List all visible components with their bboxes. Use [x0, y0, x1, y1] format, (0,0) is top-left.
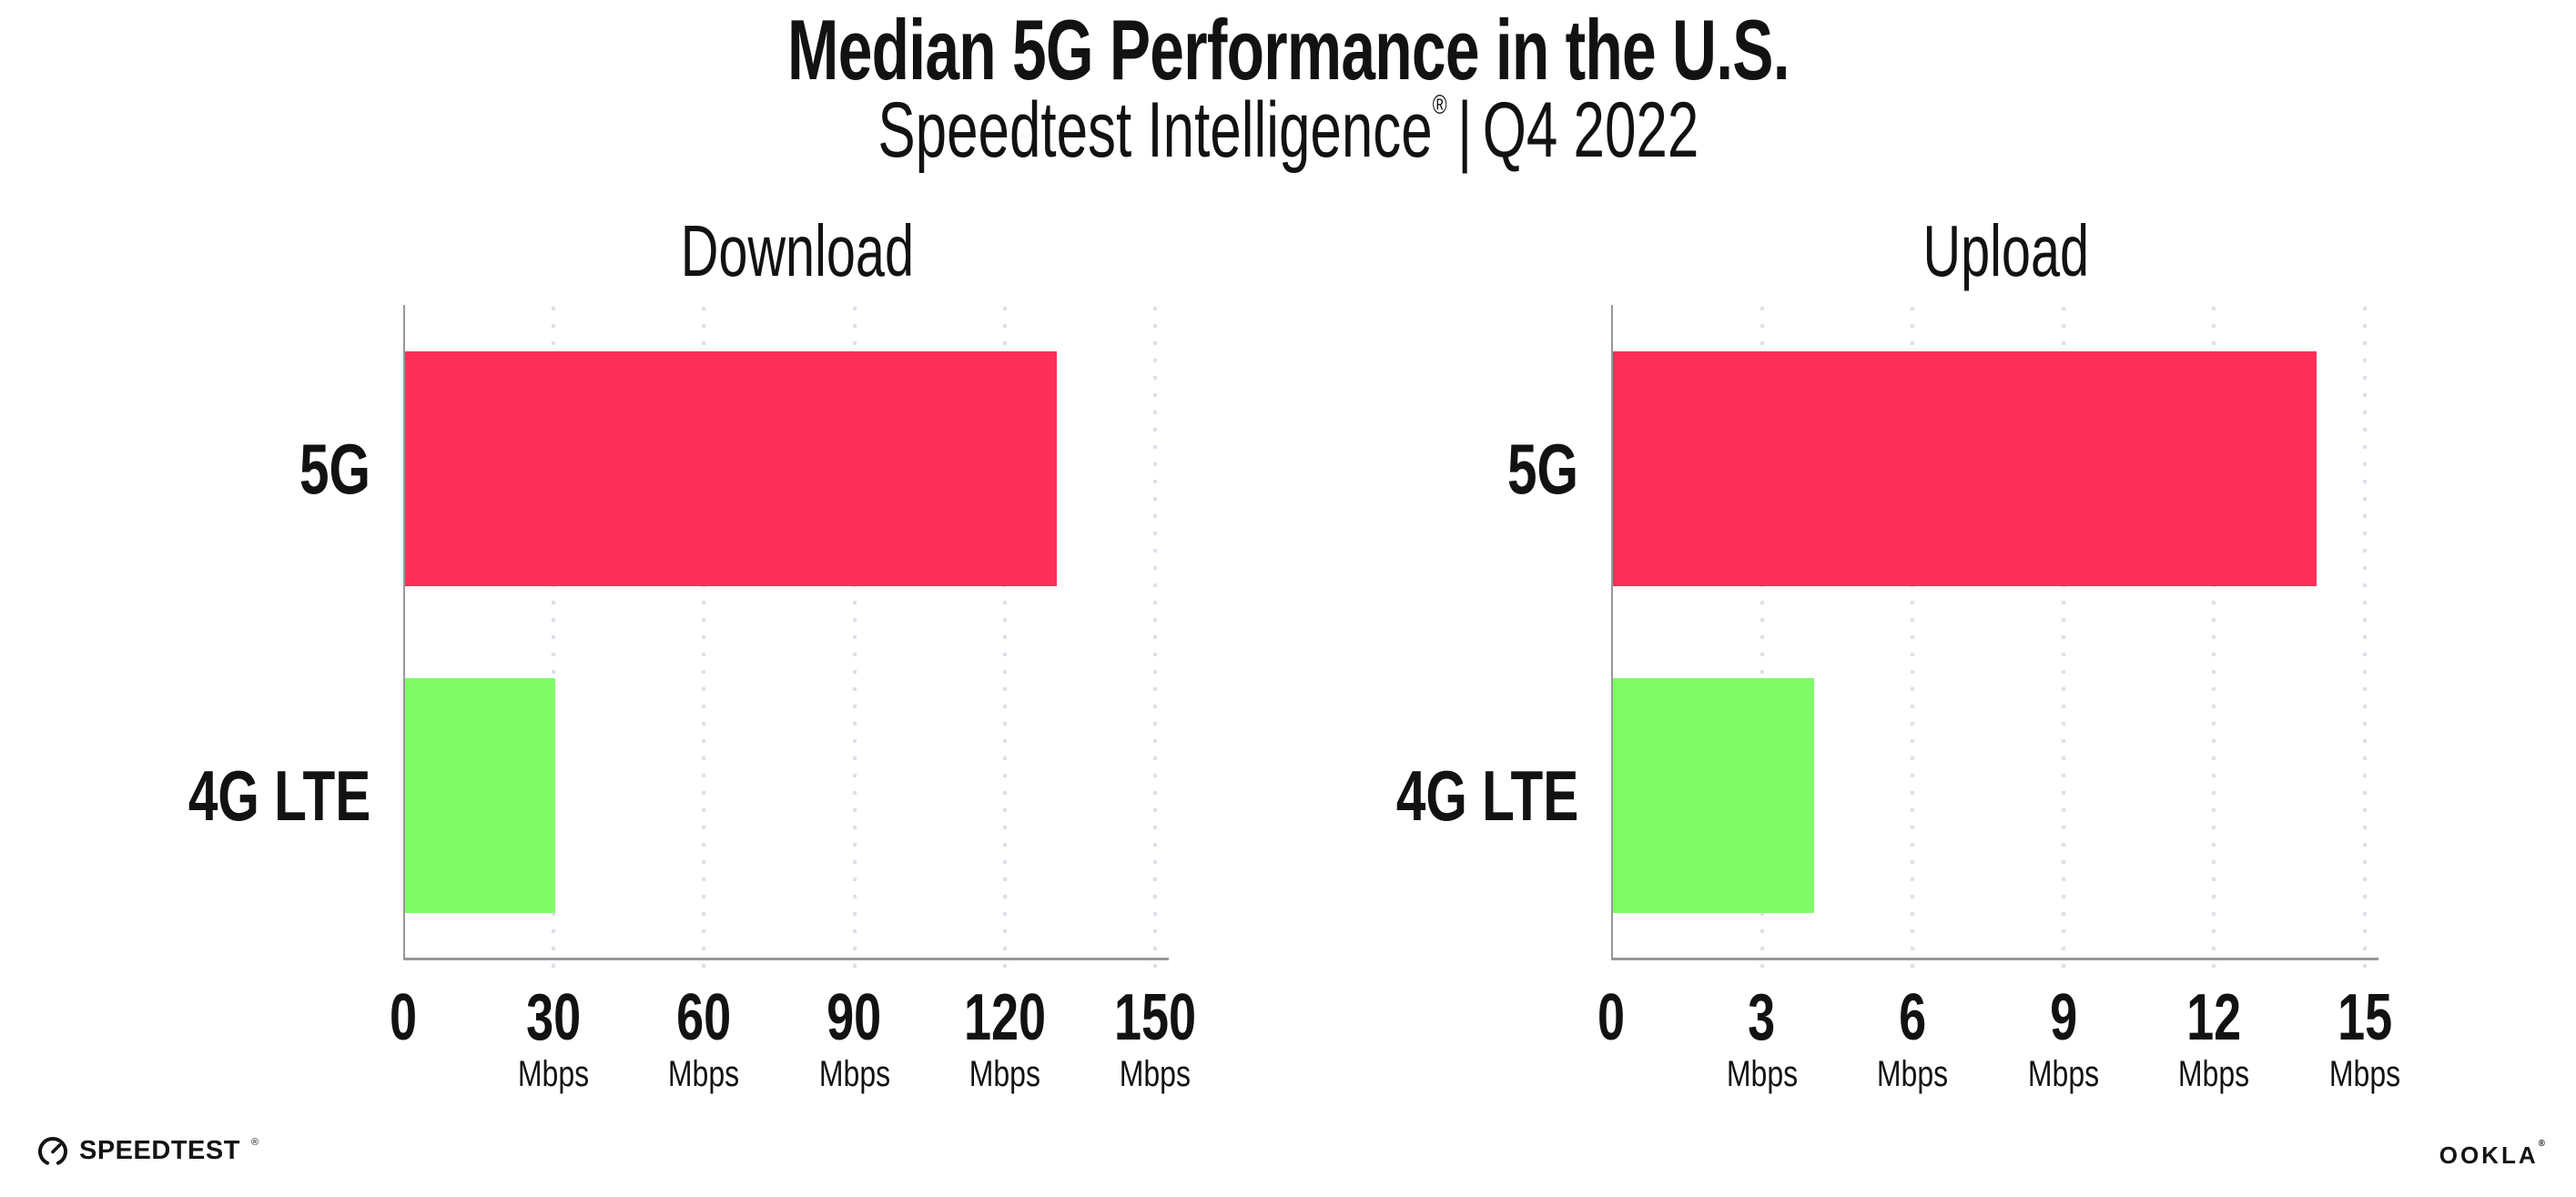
upload-category-label-4g-lte: 4G LTE	[1395, 755, 1578, 836]
upload-x-axis-line	[1611, 958, 2378, 960]
download-category-label: 5G	[0, 419, 370, 519]
download-x-axis-line	[403, 958, 1169, 960]
upload-tick-unit: Mbps	[1877, 1054, 1949, 1094]
subtitle-period: Q4 2022	[1482, 86, 1699, 174]
download-tick-30: 30 Mbps	[509, 984, 598, 1095]
download-tick-unit: Mbps	[969, 1054, 1040, 1094]
upload-gridline-9	[2061, 307, 2065, 969]
ookla-logo: OOKLA®	[2439, 1139, 2545, 1170]
upload-category-label-5g: 5G	[1506, 428, 1578, 509]
download-gridline-150	[1153, 307, 1157, 969]
download-tick-unit: Mbps	[668, 1054, 740, 1094]
upload-tick-unit: Mbps	[2027, 1054, 2099, 1094]
upload-tick-6: 6 Mbps	[1868, 984, 1957, 1095]
download-bar-4g-lte	[405, 677, 555, 913]
upload-gridline-12	[2212, 307, 2216, 969]
upload-tick-unit: Mbps	[2328, 1054, 2401, 1094]
upload-tick-3: 3 Mbps	[1718, 984, 1807, 1095]
download-category-label-4g-lte: 4G LTE	[188, 755, 370, 836]
upload-category-label: 5G	[1196, 419, 1578, 519]
upload-y-axis-line	[1611, 305, 1613, 959]
upload-tick-value: 0	[1597, 981, 1626, 1054]
upload-tick-0: 0	[1593, 984, 1629, 1051]
download-tick-unit: Mbps	[818, 1054, 890, 1094]
download-tick-90: 90 Mbps	[810, 984, 899, 1095]
page-title-text: Median 5G Performance in the U.S.	[786, 2, 1790, 97]
download-gridline-30	[552, 307, 556, 969]
upload-tick-value: 3	[1748, 981, 1776, 1054]
download-tick-60: 60 Mbps	[659, 984, 748, 1095]
speedtest-logo: SPEEDTEST ®	[36, 1134, 259, 1167]
page-subtitle: Speedtest Intelligence® | Q4 2022	[0, 89, 2576, 171]
upload-gridline-6	[1911, 307, 1915, 969]
download-bar-5g	[405, 350, 1057, 586]
speedtest-logo-text: SPEEDTEST	[79, 1135, 240, 1165]
download-tick-value: 0	[389, 981, 418, 1054]
upload-tick-value: 15	[2337, 981, 2393, 1054]
download-tick-value: 30	[526, 981, 582, 1054]
download-chart-title: Download	[367, 215, 1228, 288]
upload-tick-9: 9 Mbps	[2019, 984, 2108, 1095]
download-plot-area	[403, 305, 1169, 969]
upload-chart-title: Upload	[1575, 215, 2438, 288]
upload-tick-15: 15 Mbps	[2320, 984, 2409, 1095]
upload-category-label: 4G LTE	[1196, 746, 1578, 846]
download-tick-value: 90	[827, 981, 882, 1054]
page-title: Median 5G Performance in the U.S.	[0, 5, 2576, 96]
download-tick-150: 150 Mbps	[1100, 984, 1210, 1095]
speedtest-registered-mark-icon: ®	[250, 1137, 259, 1148]
download-tick-0: 0	[385, 984, 421, 1051]
download-gridline-60	[702, 307, 706, 969]
download-y-axis-line	[403, 305, 405, 959]
download-gridline-120	[1002, 307, 1007, 969]
page-subtitle-text: Speedtest Intelligence® | Q4 2022	[877, 89, 1699, 171]
download-category-label: 4G LTE	[0, 746, 370, 846]
upload-bar-4g-lte	[1613, 677, 1814, 913]
upload-tick-12: 12 Mbps	[2169, 984, 2258, 1095]
ookla-logo-text: OOKLA	[2439, 1141, 2539, 1169]
download-tick-unit: Mbps	[518, 1054, 590, 1094]
download-chart-title-text: Download	[680, 210, 915, 291]
download-tick-120: 120 Mbps	[950, 984, 1060, 1095]
upload-plot-area	[1611, 305, 2378, 969]
upload-tick-unit: Mbps	[1726, 1054, 1798, 1094]
download-tick-value: 60	[676, 981, 732, 1054]
download-gridline-90	[852, 307, 857, 969]
upload-tick-value: 12	[2186, 981, 2242, 1054]
upload-chart-title-text: Upload	[1922, 210, 2090, 291]
subtitle-product: Speedtest Intelligence	[877, 86, 1433, 174]
speedtest-gauge-icon	[38, 1137, 67, 1165]
upload-bar-5g	[1613, 350, 2317, 586]
registered-mark-icon: ®	[1432, 90, 1447, 120]
subtitle-separator: |	[1456, 86, 1472, 174]
download-category-label-5g: 5G	[299, 428, 370, 509]
upload-tick-value: 6	[1899, 981, 1927, 1054]
upload-tick-value: 9	[2049, 981, 2077, 1054]
download-tick-unit: Mbps	[1119, 1054, 1192, 1094]
download-tick-value: 150	[1113, 981, 1197, 1054]
upload-gridline-3	[1760, 307, 1764, 969]
ookla-registered-mark-icon: ®	[2538, 1139, 2545, 1150]
download-tick-value: 120	[963, 981, 1046, 1054]
upload-tick-unit: Mbps	[2178, 1054, 2250, 1094]
upload-gridline-15	[2363, 307, 2367, 969]
